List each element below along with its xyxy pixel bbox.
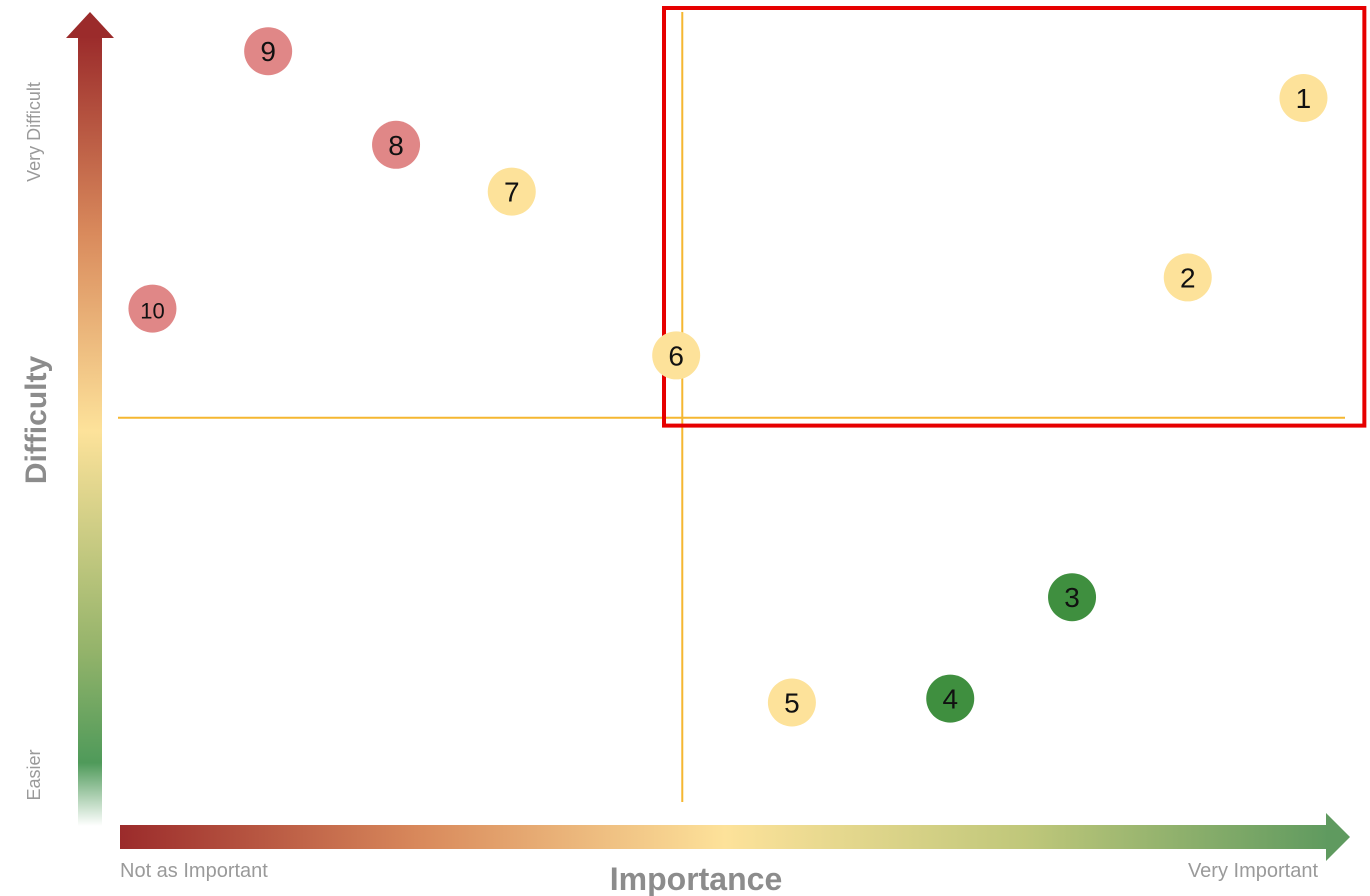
point-label: 1 <box>1296 83 1312 114</box>
point-label: 9 <box>260 36 276 67</box>
x-low-label: Not as Important <box>120 860 268 882</box>
y-low-label: Easier <box>24 749 44 800</box>
highlight-box <box>662 6 1367 428</box>
point-label: 4 <box>942 684 958 715</box>
point-2: 2 <box>1163 253 1212 302</box>
point-marker <box>1163 253 1212 302</box>
x-axis-arrow <box>120 813 1350 861</box>
point-5: 5 <box>767 678 816 727</box>
point-label: 6 <box>668 340 684 371</box>
points-layer: 1 2 3 4 5 6 7 8 9 10 <box>128 27 1328 727</box>
x-axis-title: Importance <box>610 861 782 896</box>
y-axis-title: Difficulty <box>20 356 53 485</box>
point-4: 4 <box>926 674 975 723</box>
point-label: 8 <box>388 130 404 161</box>
point-marker <box>926 674 975 723</box>
point-marker <box>128 284 177 333</box>
point-label: 3 <box>1064 582 1080 613</box>
point-1: 1 <box>1279 74 1328 122</box>
point-label: 10 <box>140 299 164 324</box>
point-9: 9 <box>244 27 293 76</box>
point-marker <box>1279 74 1328 122</box>
point-marker <box>487 167 536 216</box>
point-marker <box>1048 573 1097 622</box>
point-marker <box>767 678 816 727</box>
point-label: 2 <box>1180 262 1196 293</box>
point-7: 7 <box>487 167 536 216</box>
point-10: 10 <box>128 284 177 333</box>
point-marker <box>372 120 421 169</box>
point-label: 7 <box>504 177 520 208</box>
point-3: 3 <box>1048 573 1097 622</box>
point-8: 8 <box>372 120 421 169</box>
point-6: 6 <box>652 331 701 380</box>
x-high-label: Very Important <box>1188 860 1319 882</box>
y-axis-arrow <box>66 12 114 826</box>
point-marker <box>244 27 293 76</box>
y-high-label: Very Difficult <box>24 82 44 182</box>
point-label: 5 <box>784 688 800 719</box>
point-marker <box>652 331 701 380</box>
